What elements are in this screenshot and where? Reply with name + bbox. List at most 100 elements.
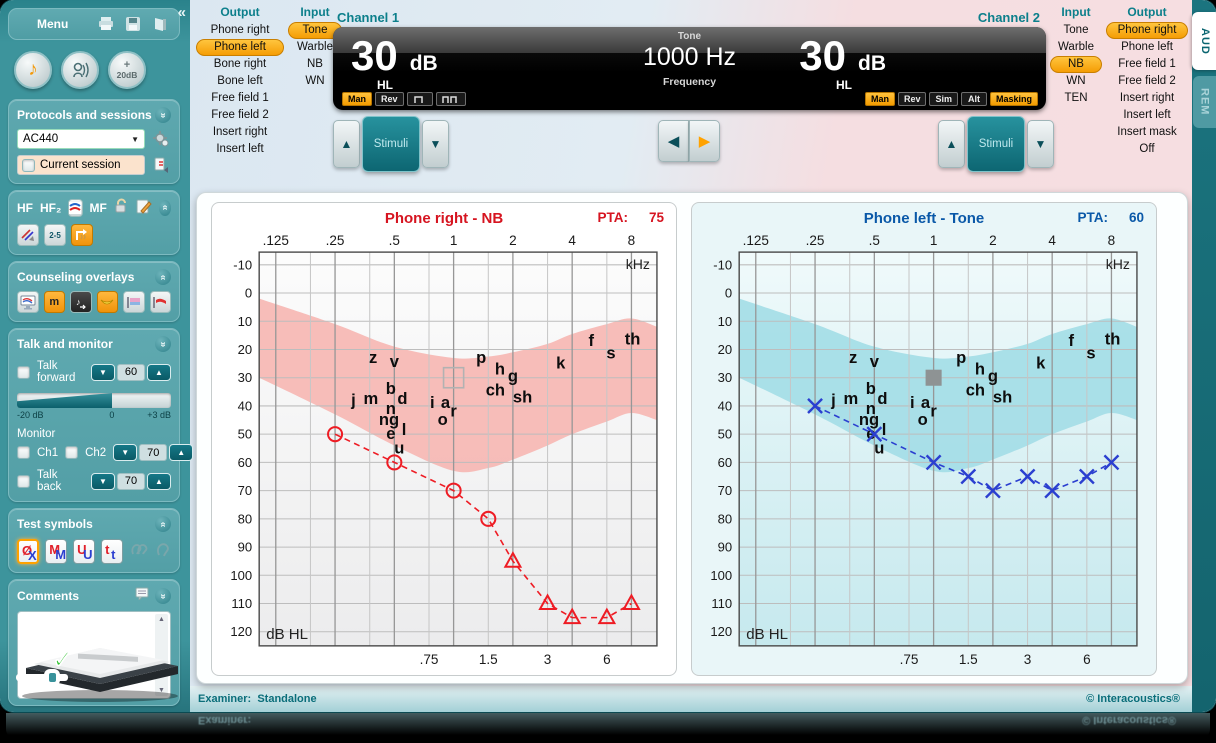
monitor-ch2-checkbox[interactable]: [65, 446, 79, 459]
output-item[interactable]: Insert right: [1119, 92, 1175, 104]
frequency-up-button[interactable]: ▶: [689, 120, 720, 162]
binaural-icon[interactable]: [129, 540, 149, 563]
output-item[interactable]: Insert left: [1123, 109, 1171, 121]
ch1-level-down-button[interactable]: ▼: [422, 120, 449, 168]
ch2-sim-button[interactable]: Sim: [929, 92, 958, 106]
max-output-overlay-icon[interactable]: [149, 291, 171, 313]
counting-icon[interactable]: 2-5: [44, 224, 66, 246]
session-history-icon[interactable]: [151, 155, 171, 175]
talk-forward-down-button[interactable]: ▼: [91, 363, 115, 381]
output-item[interactable]: Insert mask: [1117, 126, 1177, 138]
mf-button[interactable]: MF: [89, 200, 107, 215]
tone-test-button[interactable]: ♪: [14, 51, 52, 89]
talk-back-checkbox[interactable]: [17, 474, 30, 488]
hf-button[interactable]: HF: [17, 200, 33, 215]
ch1-man-button[interactable]: Man: [342, 92, 372, 106]
input-item[interactable]: WN: [305, 75, 325, 87]
current-session-field[interactable]: Current session: [17, 155, 145, 175]
scroll-down-icon[interactable]: ▼: [158, 687, 165, 694]
exit-icon[interactable]: [151, 15, 169, 33]
ch2-stimuli-button[interactable]: Stimuli: [967, 116, 1025, 172]
report-note-icon[interactable]: [135, 587, 149, 605]
tests-expand-icon[interactable]: «: [158, 199, 171, 216]
protocols-collapse-icon[interactable]: «: [155, 107, 171, 123]
pulse-single-icon[interactable]: [406, 92, 433, 106]
sound-examples-icon[interactable]: ♪: [70, 291, 92, 313]
speech-test-button[interactable]: [61, 51, 99, 89]
output-item[interactable]: Insert left: [216, 143, 264, 155]
tab-aud[interactable]: AUD: [1192, 12, 1216, 70]
input-item[interactable]: TEN: [1064, 92, 1088, 104]
talk-back-up-button[interactable]: ▲: [147, 472, 171, 490]
output-item[interactable]: Bone right: [213, 58, 267, 70]
hf2-button[interactable]: HF₂: [40, 200, 62, 215]
frequency-down-button[interactable]: ◀: [658, 120, 689, 162]
client-monitor-icon[interactable]: [17, 291, 39, 313]
output-item[interactable]: Free field 2: [1118, 75, 1176, 87]
talk-forward-checkbox[interactable]: [17, 365, 30, 379]
input-item-selected[interactable]: Tone: [288, 22, 342, 39]
edit-report-icon[interactable]: [136, 198, 152, 217]
talk-forward-up-button[interactable]: ▲: [147, 363, 171, 381]
vu-meter[interactable]: [17, 393, 171, 408]
output-item[interactable]: Phone left: [1121, 41, 1173, 53]
ch1-level-up-button[interactable]: ▲: [333, 120, 360, 168]
output-item[interactable]: Phone right: [210, 24, 270, 36]
audiogram-edit-icon[interactable]: [17, 224, 39, 246]
input-item[interactable]: Warble: [297, 41, 333, 53]
speech-banana-icon[interactable]: [96, 291, 118, 313]
output-item[interactable]: Free field 1: [211, 92, 269, 104]
flag-test-icon[interactable]: [68, 198, 83, 217]
comments-collapse-icon[interactable]: «: [155, 588, 171, 604]
plus-20db-button[interactable]: +20dB: [108, 51, 146, 89]
input-item[interactable]: WN: [1066, 75, 1086, 87]
transfer-path-icon[interactable]: [71, 224, 93, 246]
save-icon[interactable]: [124, 15, 142, 33]
test-symbols-expand-icon[interactable]: «: [155, 516, 171, 532]
protocol-settings-icon[interactable]: [151, 129, 171, 149]
severity-overlay-icon[interactable]: [123, 291, 145, 313]
pulse-multi-icon[interactable]: [435, 92, 466, 106]
output-item[interactable]: Insert right: [212, 126, 268, 138]
output-item[interactable]: Off: [1139, 143, 1155, 155]
protocol-select[interactable]: AC440 ▼: [17, 129, 145, 149]
right-ear-audiogram[interactable]: -10 0 10 20 30 40 50 60 70 80 90 100 110 120 .125 .25 .5…: [219, 230, 671, 676]
monitor-ch1-checkbox[interactable]: [17, 446, 30, 459]
output-item-selected[interactable]: Phone right: [1106, 22, 1188, 39]
monitor-up-button[interactable]: ▲: [169, 444, 194, 461]
ch1-rev-button[interactable]: Rev: [375, 92, 404, 106]
ch2-level-down-button[interactable]: ▼: [1027, 120, 1054, 168]
sidebar-collapse-icon[interactable]: «: [177, 4, 186, 21]
input-item[interactable]: Warble: [1058, 41, 1094, 53]
input-item[interactable]: Tone: [1063, 24, 1089, 36]
current-session-checkbox[interactable]: [22, 158, 35, 172]
monaural-ear-icon[interactable]: [155, 540, 171, 563]
lock-icon[interactable]: [114, 198, 129, 217]
ch2-man-button[interactable]: Man: [864, 92, 895, 106]
print-icon[interactable]: [97, 15, 115, 33]
left-ear-audiogram[interactable]: -10 0 10 20 30 40 50 60 70 80 90 100 110 120 .125 .25 .5…: [699, 230, 1151, 676]
input-item[interactable]: NB: [307, 58, 323, 70]
ch2-level-up-button[interactable]: ▲: [938, 120, 965, 168]
output-item[interactable]: Bone left: [217, 75, 263, 87]
ch1-stimuli-button[interactable]: Stimuli: [362, 116, 420, 172]
ch2-alt-button[interactable]: Alt: [960, 92, 987, 106]
tab-rem[interactable]: REM: [1193, 76, 1216, 128]
output-item[interactable]: Free field 1: [1118, 58, 1176, 70]
ch2-rev-button[interactable]: Rev: [897, 92, 927, 106]
ch2-masking-button[interactable]: Masking: [989, 92, 1038, 106]
output-item-selected[interactable]: Phone left: [196, 39, 284, 56]
counseling-expand-icon[interactable]: «: [155, 269, 171, 285]
output-item[interactable]: Free field 2: [211, 109, 269, 121]
talk-back-down-button[interactable]: ▼: [91, 472, 115, 490]
scroll-up-icon[interactable]: ▲: [158, 616, 165, 623]
monitor-down-button[interactable]: ▼: [113, 444, 138, 461]
menu-button[interactable]: Menu: [37, 17, 69, 31]
input-item-selected[interactable]: NB: [1050, 56, 1102, 73]
talk-monitor-collapse-icon[interactable]: «: [155, 336, 171, 352]
phoneme-overlay-icon[interactable]: m: [43, 291, 65, 313]
